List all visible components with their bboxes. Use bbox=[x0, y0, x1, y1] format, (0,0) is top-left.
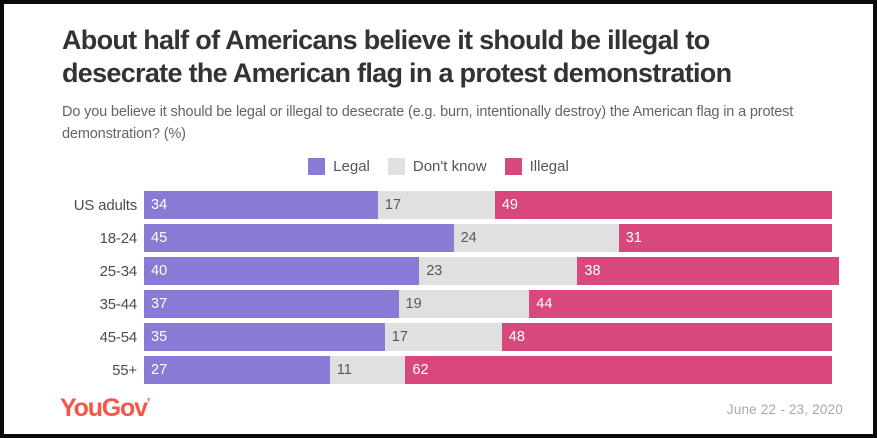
category-label: 35-44 bbox=[99, 295, 138, 313]
bar-segment-don-t-know: 17 bbox=[384, 323, 502, 352]
bar-segment-legal: 34 bbox=[144, 191, 378, 220]
bar-segment-illegal: 31 bbox=[618, 224, 832, 253]
bar-segment-illegal: 38 bbox=[577, 257, 839, 286]
legend-item-illegal: Illegal bbox=[504, 158, 569, 176]
date-range: June 22 - 23, 2020 bbox=[726, 402, 843, 417]
bar-segment-don-t-know: 17 bbox=[377, 191, 495, 220]
bar-segment-don-t-know: 24 bbox=[453, 224, 619, 253]
bar-segment-illegal: 48 bbox=[501, 323, 832, 352]
bar-segment-legal: 35 bbox=[144, 323, 385, 352]
logo-trademark: ’ bbox=[146, 395, 151, 410]
header: About half of Americans believe it shoul… bbox=[4, 4, 873, 145]
chart-row: 35-44 37 19 44 bbox=[4, 290, 873, 319]
chart-row: US adults 34 17 49 bbox=[4, 191, 873, 220]
category-label: 18-24 bbox=[99, 229, 138, 247]
chart-title: About half of Americans believe it shoul… bbox=[62, 25, 732, 89]
legend-swatch-don-t-know bbox=[387, 158, 405, 176]
chart-row: 18-24 45 24 31 bbox=[4, 224, 873, 253]
bar-segment-legal: 45 bbox=[144, 224, 454, 253]
legend-swatch-legal bbox=[308, 158, 326, 176]
bar-segment-legal: 40 bbox=[144, 257, 420, 286]
legend-item-legal: Legal bbox=[308, 158, 370, 176]
chart-subtitle: Do you believe it should be legal or ill… bbox=[62, 103, 794, 142]
bar-segment-legal: 27 bbox=[144, 356, 330, 385]
category-label: US adults bbox=[73, 196, 137, 214]
category-label: 45-54 bbox=[99, 328, 138, 346]
bar-segment-don-t-know: 23 bbox=[419, 257, 578, 286]
legend-swatch-illegal bbox=[504, 158, 522, 176]
legend-label: Illegal bbox=[529, 158, 569, 176]
legend-label: Legal bbox=[333, 158, 370, 176]
chart-row: 45-54 35 17 48 bbox=[4, 323, 873, 352]
yougov-logo: YouGov’ bbox=[60, 396, 150, 421]
bar-segment-illegal: 49 bbox=[494, 191, 832, 220]
bar-segment-don-t-know: 19 bbox=[398, 290, 530, 319]
bar-segment-illegal: 62 bbox=[405, 356, 832, 385]
category-label: 55+ bbox=[112, 361, 137, 379]
chart-row: 55+ 27 11 62 bbox=[4, 356, 873, 385]
bar-chart: US adults 34 17 49 18-24 45 24 31 25-34 40 23 38 35-… bbox=[4, 191, 873, 389]
chart-row: 25-34 40 23 38 bbox=[4, 257, 873, 286]
category-label: 25-34 bbox=[99, 262, 138, 280]
legend: Legal Don't know Illegal bbox=[4, 158, 873, 176]
bar-segment-don-t-know: 11 bbox=[329, 356, 406, 385]
logo-text: YouGov bbox=[60, 394, 148, 422]
footer: YouGov’ June 22 - 23, 2020 bbox=[4, 396, 873, 434]
legend-item-don-t-know: Don't know bbox=[387, 158, 487, 176]
legend-label: Don't know bbox=[412, 158, 487, 176]
bar-segment-legal: 37 bbox=[144, 290, 399, 319]
bar-segment-illegal: 44 bbox=[529, 290, 832, 319]
